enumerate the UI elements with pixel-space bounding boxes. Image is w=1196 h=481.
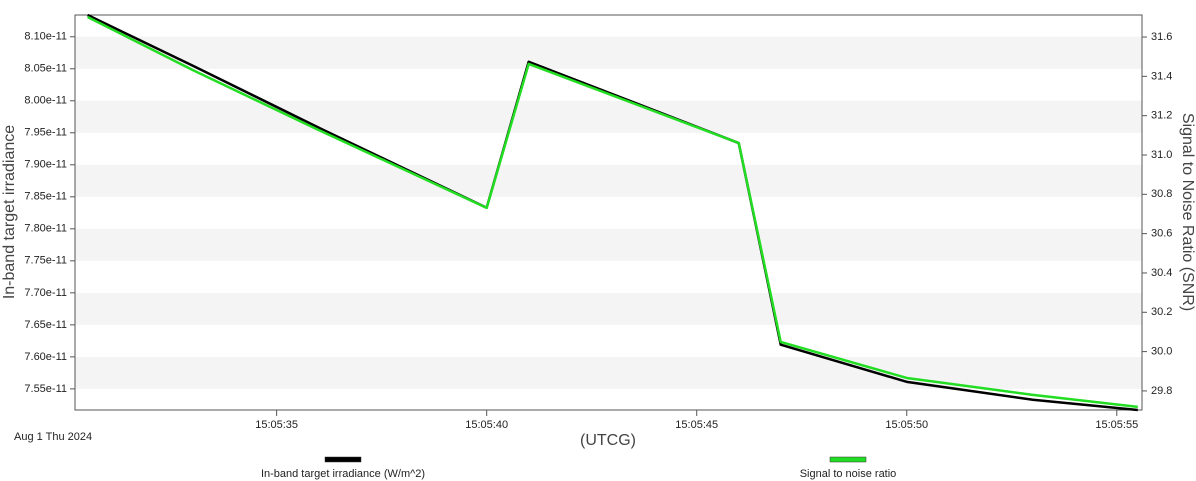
y-tick-label: 8.05e-11 — [24, 63, 67, 75]
grid-band — [75, 356, 1142, 389]
y-tick-label: 7.70e-11 — [24, 287, 67, 299]
grid-band — [75, 164, 1142, 197]
y2-tick-label: 29.8 — [1151, 385, 1172, 397]
x-tick-label: 15:05:45 — [675, 419, 718, 431]
y2-axis-title: Signal to Noise Ratio (SNR) — [1179, 113, 1196, 311]
y-tick-label: 7.75e-11 — [24, 255, 67, 267]
grid-band — [75, 100, 1142, 133]
legend-swatch — [324, 456, 362, 463]
x-tick-label: 15:05:55 — [1095, 419, 1138, 431]
y-tick-label: 8.00e-11 — [24, 95, 67, 107]
grid-band — [75, 292, 1142, 325]
y2-tick-label: 31.2 — [1151, 110, 1172, 122]
y-tick-label: 7.65e-11 — [24, 319, 67, 331]
series-line — [87, 13, 1138, 412]
x-tick-label: 15:05:40 — [465, 419, 508, 431]
x-tick-label: 15:05:35 — [255, 419, 298, 431]
date-label: Aug 1 Thu 2024 — [14, 431, 92, 443]
series-line — [87, 15, 1138, 409]
y-tick-label: 7.55e-11 — [24, 383, 67, 395]
legend-swatch — [829, 456, 867, 463]
y-axis-title: In-band target irradiance — [1, 125, 18, 299]
y2-tick-label: 31.6 — [1151, 31, 1172, 43]
y-tick-label: 7.85e-11 — [24, 191, 67, 203]
x-axis-title: (UTCG) — [580, 432, 636, 449]
y-tick-label: 7.90e-11 — [24, 159, 67, 171]
y2-tick-label: 31.0 — [1151, 149, 1172, 161]
plot-frame — [74, 14, 1143, 411]
y-tick-label: 7.80e-11 — [24, 223, 67, 235]
x-tick-label: 15:05:50 — [885, 419, 928, 431]
legend-label: Signal to noise ratio — [800, 468, 897, 480]
y2-tick-label: 30.8 — [1151, 188, 1172, 200]
y2-tick-label: 30.4 — [1151, 267, 1172, 279]
y2-tick-label: 30.6 — [1151, 228, 1172, 240]
y-tick-label: 7.60e-11 — [24, 351, 67, 363]
y-tick-label: 7.95e-11 — [24, 127, 67, 139]
y2-tick-label: 31.4 — [1151, 70, 1172, 82]
grid-band — [75, 228, 1142, 261]
legend-label: In-band target irradiance (W/m^2) — [261, 468, 425, 480]
y2-tick-label: 30.2 — [1151, 306, 1172, 318]
grid-band — [75, 36, 1142, 69]
y2-tick-label: 30.0 — [1151, 346, 1172, 358]
y-tick-label: 8.10e-11 — [24, 31, 67, 43]
